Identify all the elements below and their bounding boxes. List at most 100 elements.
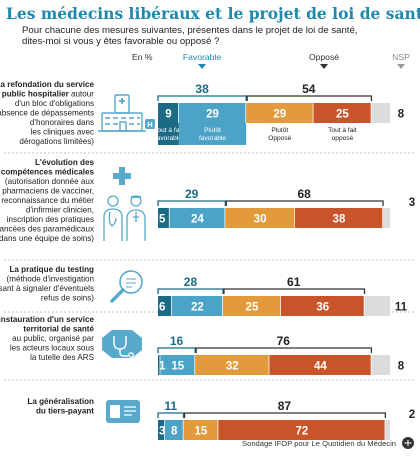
row-label-text: la tutelle des ARS [30,353,94,362]
row-label-line: (absence de dépassements [0,109,94,118]
segment-caption: Tout à fait [154,127,183,134]
hospital-sign-icon: H [145,119,155,129]
bar-value-label: 6 [159,302,165,314]
bar-segment [371,355,390,375]
bar-value-label: 32 [226,361,239,373]
bar-value-label: 8 [171,426,178,438]
row-label-line: public hospitalier autour [2,90,95,99]
favorable-total: 16 [170,334,184,348]
favorable-bracket [157,347,196,353]
segment-caption: favorable [155,135,182,142]
favorable-bracket [157,95,247,101]
bar-segment [158,420,165,440]
bar-value-label: 15 [171,361,184,373]
row-label-text: dérogations limitées) [19,137,94,146]
bar-segment [225,208,295,228]
oppose-total: 68 [297,187,311,201]
bar-segment [183,420,219,440]
bar-segment [222,296,281,316]
row-label-bold: du tiers-payant [36,407,94,416]
row-label-bold: La pratique du testing [9,265,94,274]
row-label-line: d'honoraires dans [30,118,94,127]
row-label-text: les acteurs locaux sous [10,344,94,353]
row-label-line: les cliniques avec [31,128,94,137]
row-label-line: pharmaciens de vacciner, [2,187,94,196]
bar-value-label: 15 [195,426,208,438]
bar-value-label: 36 [316,302,329,314]
bar-value-label: 3 [159,426,165,438]
bar-segment [246,103,314,123]
bar-value-label: 72 [295,426,308,438]
oppose-bracket [183,412,387,418]
header-oppose: Opposé [309,52,339,62]
bar-value-label: 1 [159,361,166,373]
row-label-text: refus de soins) [41,294,94,303]
bar-segment [158,208,170,228]
row-label-line: inscription des pratiques [7,215,94,224]
oppose-bracket [225,200,384,206]
bar-value-label: 25 [336,109,349,121]
oppose-bracket [195,347,373,353]
row-label-line: La généralisation [27,397,94,406]
bar-value-label: 8 [398,361,405,373]
row-label-text: (méthode d'investigation [7,275,94,284]
favorable-bracket [157,412,185,418]
bar-value-label: 38 [333,214,346,226]
segment-caption: favorable [199,135,226,142]
bar-segment [294,208,384,228]
row-label-line: avancées des paramédicaux [0,225,94,234]
caption-box [178,123,247,145]
page-title: Les médecins libéraux et le projet de lo… [6,4,420,23]
bar-segment [385,420,390,440]
subtitle-line-2: dites-moi si vous y êtes favorable ou op… [22,36,219,47]
row-label-line: (méthode d'investigation [7,275,94,284]
medical-cross-icon [113,167,131,185]
bar-segment [269,355,372,375]
row-label-line: d'un bloc d'obligations [15,99,94,108]
header-favorable: Favorable [183,52,221,62]
bar-segment [364,296,390,316]
oppose-arrow-icon [320,64,328,69]
row-label-line: d'infirmier clinicien, [26,206,94,215]
row-label-line: dans une équipe de soins) [0,234,94,243]
favorable-bracket [157,200,226,206]
row-label-text: d'infirmier clinicien, [26,206,94,215]
bar-value-label: 3 [409,197,415,209]
doctor-nurse-icon [103,195,146,241]
nsp-arrow-icon [397,64,405,69]
row-label-line: reconnaissance du métier [1,196,94,205]
unit-label: En % [132,52,153,62]
row-label-text: (autorisation donnée aux [5,177,94,186]
oppose-total: 76 [277,334,291,348]
row-label-line: L'évolution des [35,158,95,167]
bar-value-label: 29 [206,109,219,121]
bar-value-label: 8 [398,109,405,121]
segment-caption: Plutôt [204,127,221,134]
row-label-line: L'instauration d'un service [0,315,94,324]
bar-segment [171,296,223,316]
bar-value-label: 25 [246,302,259,314]
row-label-text: reconnaissance du métier [1,196,94,205]
magnifier-icon [110,270,143,303]
row-label-text: autour [69,90,95,99]
bar-segment [280,296,365,316]
favorable-total: 29 [185,187,199,201]
bar-segment [160,355,196,375]
row-label-line: visant à signaler d'éventuels [0,284,94,293]
row-label-text: visant à signaler d'éventuels [0,284,94,293]
row-label-text: dans une équipe de soins) [0,234,94,243]
hospital-icon [98,94,146,132]
row-label-line: du tiers-payant [36,407,94,416]
row-label-line: dérogations limitées) [19,137,94,146]
health-card-icon [106,400,140,423]
bar-segment [178,103,247,123]
oppose-bracket [246,95,373,101]
stethoscope-icon [102,330,142,358]
row-label-line: refus de soins) [41,294,94,303]
row-label-bold: L'instauration d'un service [0,315,94,324]
svg-text:H: H [147,120,152,129]
row-label-bold: territorial de santé [23,325,94,334]
row-label-line: La refondation du service [0,80,94,89]
header-nsp: NSP [392,52,410,62]
